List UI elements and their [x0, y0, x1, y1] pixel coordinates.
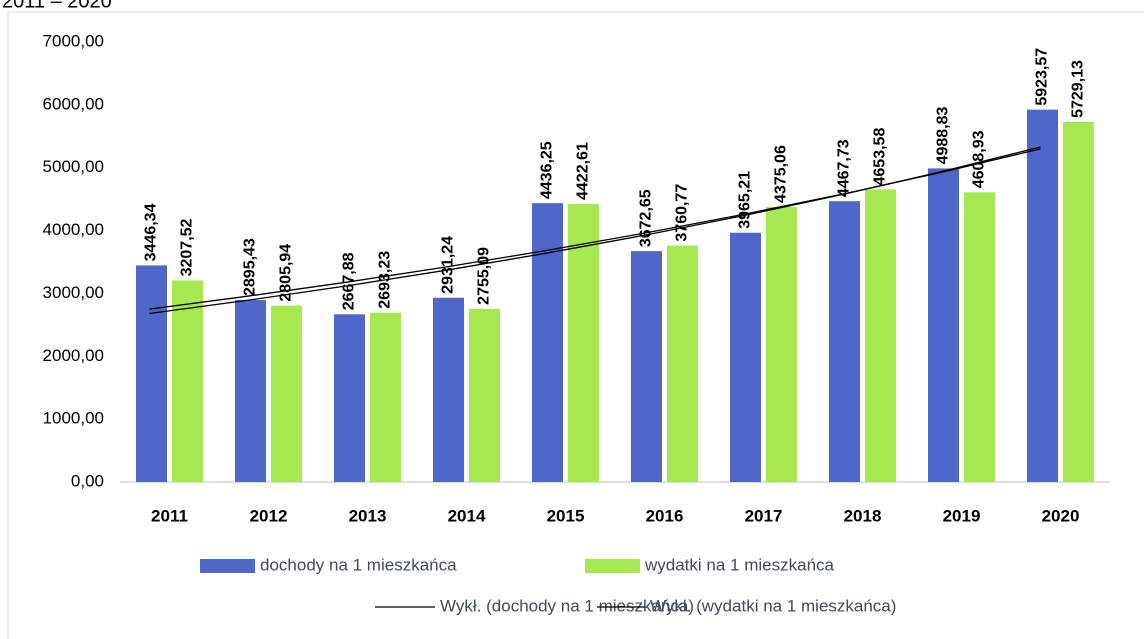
bar: [235, 300, 266, 482]
bar: [631, 251, 662, 482]
bar: [964, 192, 995, 482]
value-label: 2805,94: [278, 244, 295, 302]
value-label: 5729,13: [1070, 60, 1087, 118]
value-label: 3760,77: [674, 184, 691, 242]
bar: [568, 204, 599, 482]
value-label: 3207,52: [179, 218, 196, 276]
bar: [271, 305, 302, 482]
bar: [667, 245, 698, 482]
trendline: [149, 146, 1041, 315]
y-tick-label: 5000,00: [43, 157, 104, 176]
x-tick-label: 2015: [547, 506, 585, 525]
x-tick-label: 2016: [646, 506, 684, 525]
value-label: 2755,09: [476, 247, 493, 305]
legend-label: Wykł. (dochody na 1 mieszkańca): [440, 596, 694, 615]
value-label: 4375,06: [773, 145, 790, 203]
bar: [730, 232, 761, 482]
chart-title: 2011 – 2020: [2, 0, 112, 12]
bar: [1027, 109, 1058, 482]
legend-label: Wykł. (wydatki na 1 mieszkańca): [650, 596, 896, 615]
chart-border: [7, 11, 1144, 639]
bar: [829, 201, 860, 482]
y-tick-label: 0,00: [71, 471, 104, 490]
bar: [865, 189, 896, 482]
x-tick-label: 2018: [844, 506, 882, 525]
legend-label: dochody na 1 mieszkańca: [260, 555, 457, 574]
bar: [433, 297, 464, 482]
value-label: 4653,58: [872, 128, 889, 186]
bar: [469, 308, 500, 482]
value-label: 3446,34: [143, 203, 160, 261]
bar: [928, 168, 959, 483]
value-label: 4988,83: [935, 106, 952, 164]
y-tick-label: 4000,00: [43, 220, 104, 239]
y-tick-label: 7000,00: [43, 31, 104, 50]
bar: [172, 280, 203, 482]
y-tick-label: 3000,00: [43, 283, 104, 302]
value-label: 2931,24: [440, 236, 457, 294]
bar: [766, 206, 797, 483]
bar: [334, 314, 365, 482]
bar: [1063, 121, 1094, 483]
bar: [136, 265, 167, 482]
legend-swatch: [200, 559, 255, 573]
bar: [532, 203, 563, 482]
y-tick-label: 6000,00: [43, 94, 104, 113]
x-tick-label: 2011: [151, 506, 188, 525]
legend-label: wydatki na 1 mieszkańca: [644, 555, 835, 574]
value-label: 4422,61: [575, 142, 592, 200]
value-label: 3965,21: [737, 171, 754, 229]
legend-swatch: [585, 559, 640, 573]
x-tick-label: 2012: [250, 506, 288, 525]
x-tick-label: 2013: [349, 506, 387, 525]
value-label: 2895,43: [242, 238, 259, 296]
x-tick-label: 2019: [943, 506, 981, 525]
value-label: 4608,93: [971, 130, 988, 188]
y-tick-label: 2000,00: [43, 346, 104, 365]
value-label: 5923,57: [1034, 48, 1051, 106]
value-label: 4467,73: [836, 139, 853, 197]
x-tick-label: 2017: [745, 506, 783, 525]
value-label: 4436,25: [539, 141, 556, 199]
y-tick-label: 1000,00: [43, 409, 104, 428]
x-tick-label: 2020: [1042, 506, 1080, 525]
bar: [370, 312, 401, 482]
value-label: 3672,65: [638, 189, 655, 247]
x-tick-label: 2014: [448, 506, 486, 525]
